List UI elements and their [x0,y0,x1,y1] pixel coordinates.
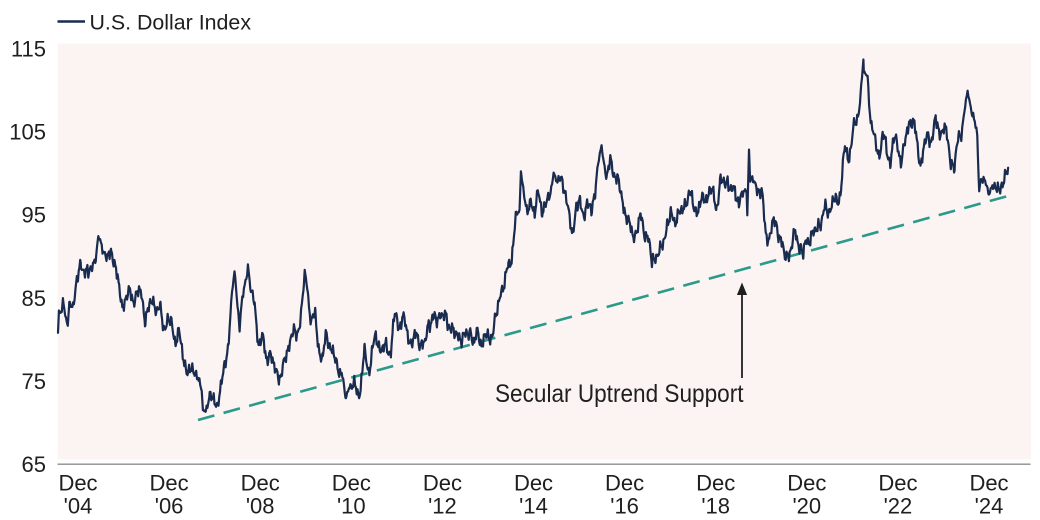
svg-text:115: 115 [11,37,46,62]
svg-text:'08: '08 [246,494,275,519]
svg-text:Dec: Dec [605,471,644,496]
svg-text:95: 95 [22,203,46,228]
svg-text:Dec: Dec [696,471,735,496]
svg-text:75: 75 [22,369,46,394]
svg-text:Dec: Dec [514,471,553,496]
svg-text:U.S. Dollar Index: U.S. Dollar Index [90,11,252,34]
svg-text:'14: '14 [519,494,548,519]
svg-text:'22: '22 [884,494,913,519]
svg-text:'10: '10 [337,494,366,519]
svg-text:'12: '12 [428,494,457,519]
svg-text:105: 105 [9,120,46,145]
svg-text:Secular Uptrend Support: Secular Uptrend Support [495,380,744,408]
svg-text:Dec: Dec [969,471,1008,496]
svg-text:'06: '06 [155,494,184,519]
svg-text:'20: '20 [792,494,821,519]
svg-text:Dec: Dec [58,471,97,496]
svg-text:Dec: Dec [423,471,462,496]
svg-text:Dec: Dec [787,471,826,496]
svg-text:65: 65 [22,452,46,477]
svg-text:Dec: Dec [878,471,917,496]
svg-text:85: 85 [22,286,46,311]
svg-text:'18: '18 [701,494,730,519]
svg-text:'04: '04 [64,494,93,519]
svg-text:Dec: Dec [241,471,280,496]
svg-text:'24: '24 [975,494,1004,519]
svg-text:Dec: Dec [332,471,371,496]
svg-text:'16: '16 [610,494,639,519]
svg-text:Dec: Dec [150,471,189,496]
